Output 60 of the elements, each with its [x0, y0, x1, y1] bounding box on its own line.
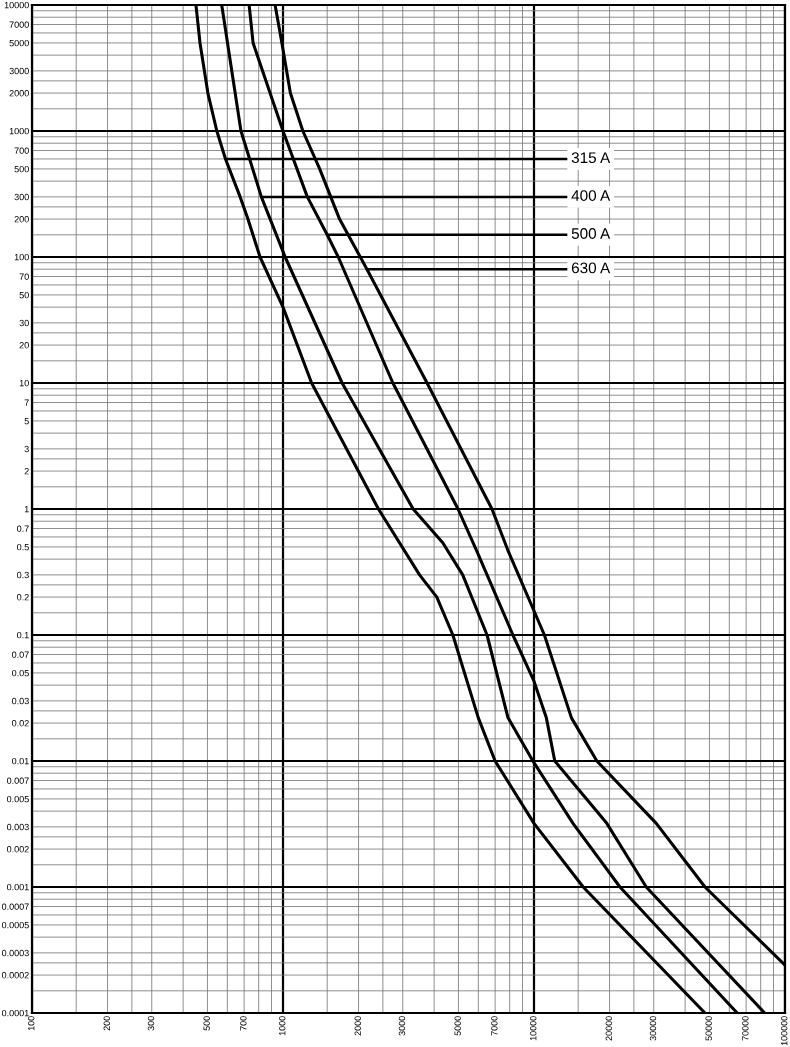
x-tick-label: 30000 — [649, 1016, 657, 1041]
y-tick-label: 0.2 — [17, 594, 29, 601]
y-tick-label: 5 — [24, 417, 29, 425]
y-tick-label: 300 — [14, 193, 29, 201]
y-tick-label: 700 — [14, 147, 29, 154]
y-tick-label: 0.005 — [6, 795, 29, 803]
x-tick-label: 100000 — [781, 1016, 788, 1046]
y-tick-label: 5000 — [9, 39, 29, 47]
x-tick-label: 700 — [240, 1016, 247, 1031]
y-tick-label: 0.03 — [12, 697, 29, 705]
y-tick-label: 0.002 — [6, 846, 29, 853]
y-tick-label: 0.05 — [12, 669, 29, 677]
y-tick-label: 0.02 — [12, 720, 29, 727]
annotation: 500 A — [571, 228, 611, 239]
y-tick-label: 70 — [19, 273, 29, 280]
y-tick-label: 10000 — [4, 1, 29, 9]
x-tick-label: 10000 — [530, 1016, 537, 1041]
y-tick-label: 0.0001 — [1, 1009, 29, 1017]
annotation: 630 A — [571, 262, 611, 274]
x-tick-label: 7000 — [491, 1016, 498, 1036]
x-tick-label: 200 — [103, 1016, 110, 1031]
y-tick-label: 0.001 — [6, 883, 29, 891]
y-tick-label: 0.007 — [6, 777, 29, 784]
y-tick-label: 0.0003 — [1, 949, 29, 957]
x-tick-label: 50000 — [705, 1016, 712, 1041]
x-tick-label: 3000 — [398, 1016, 406, 1036]
y-tick-label: 7000 — [9, 21, 29, 28]
y-tick-label: 2 — [24, 468, 29, 475]
y-tick-label: 0.5 — [17, 543, 29, 551]
y-tick-label: 0.0007 — [1, 903, 29, 910]
y-tick-label: 200 — [14, 216, 29, 223]
y-tick-label: 0.01 — [12, 757, 29, 765]
y-tick-label: 0.003 — [6, 823, 29, 831]
y-tick-label: 0.0005 — [1, 921, 29, 929]
y-tick-label: 20 — [19, 342, 29, 349]
y-tick-label: 0.0002 — [1, 972, 29, 979]
y-tick-label: 50 — [19, 291, 29, 299]
x-tick-label: 300 — [147, 1016, 155, 1031]
x-tick-label: 5000 — [454, 1016, 461, 1036]
y-tick-label: 0.1 — [17, 631, 29, 639]
y-tick-label: 10 — [19, 379, 29, 387]
y-tick-label: 30 — [19, 319, 29, 327]
annotation: 315 A — [571, 152, 611, 164]
x-tick-label: 500 — [203, 1016, 210, 1031]
y-tick-label: 500 — [14, 165, 29, 173]
y-tick-label: 100 — [14, 253, 29, 261]
y-tick-label: 3 — [24, 445, 29, 453]
y-tick-label: 0.07 — [12, 651, 29, 658]
y-tick-label: 7 — [24, 399, 29, 406]
y-tick-label: 0.3 — [17, 571, 29, 579]
x-tick-label: 20000 — [605, 1016, 612, 1041]
x-tick-label: 1000 — [279, 1016, 286, 1036]
y-tick-label: 1 — [24, 506, 29, 513]
x-tick-label: 2000 — [354, 1016, 361, 1036]
y-tick-label: 1000 — [9, 127, 29, 135]
y-tick-label: 3000 — [9, 67, 29, 75]
annotation: 400 A — [571, 190, 611, 201]
x-tick-label: 70000 — [742, 1016, 749, 1041]
y-tick-label: 2000 — [9, 90, 29, 97]
y-tick-label: 0.7 — [17, 525, 29, 532]
